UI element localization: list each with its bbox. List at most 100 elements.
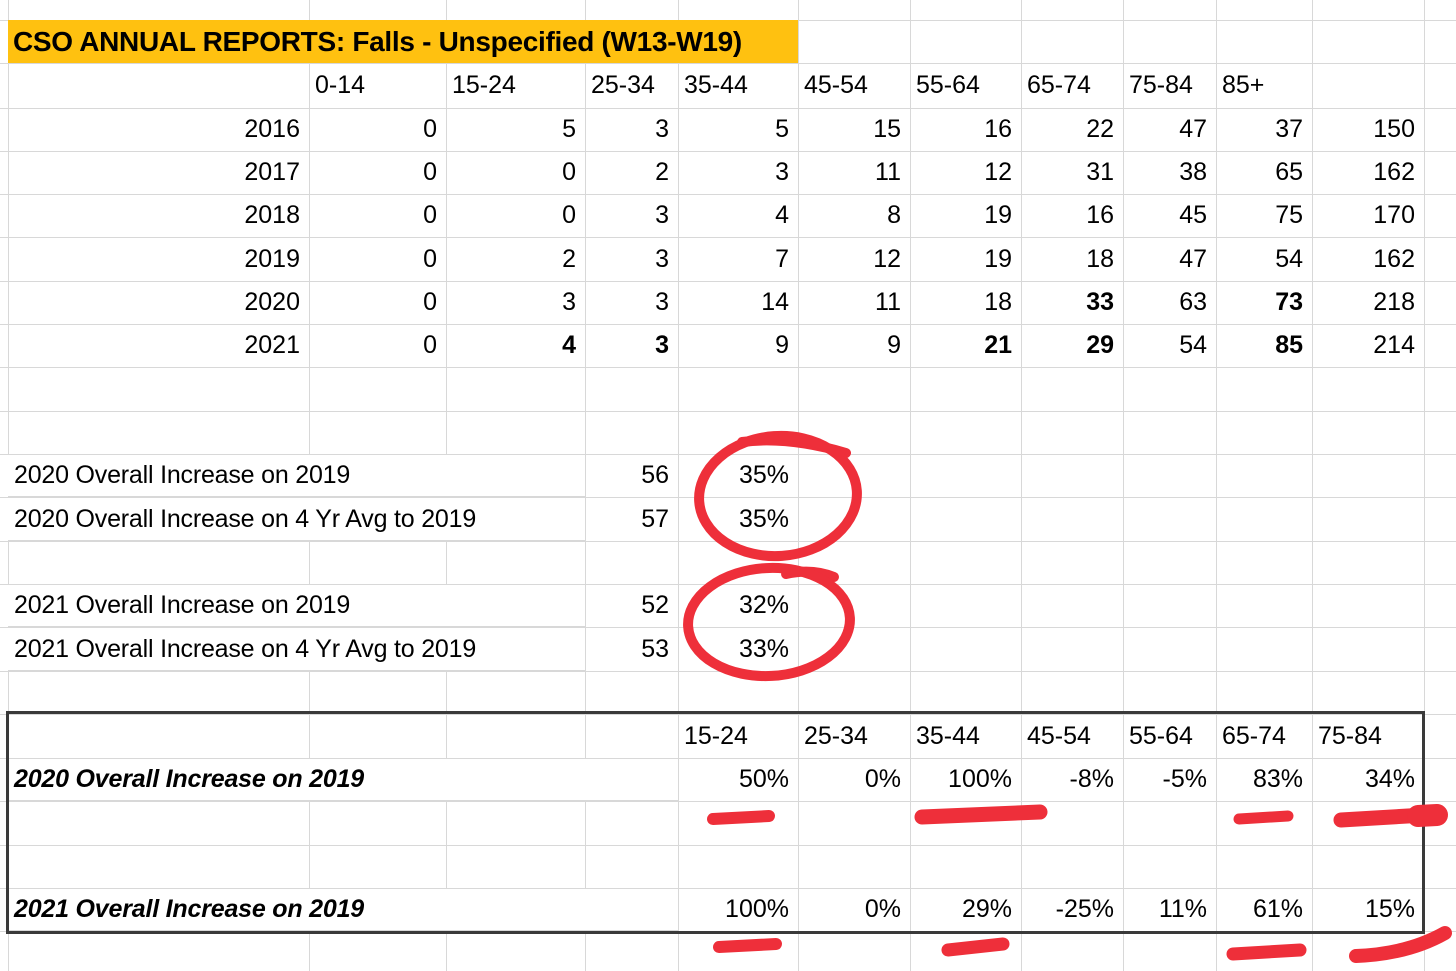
- data-cell[interactable]: 12: [984, 158, 1012, 186]
- summary-label-cell[interactable]: 2020 Overall Increase on 2019: [8, 454, 585, 497]
- data-cell[interactable]: 3: [655, 201, 669, 229]
- data-cell[interactable]: 63: [1179, 288, 1207, 316]
- breakdown-value-cell[interactable]: -25%: [1055, 895, 1114, 923]
- total-cell[interactable]: 214: [1373, 331, 1415, 359]
- breakdown-value-cell[interactable]: 34%: [1364, 765, 1415, 793]
- data-cell[interactable]: 31: [1086, 158, 1114, 186]
- summary-count-cell[interactable]: 57: [641, 504, 669, 533]
- data-cell[interactable]: 18: [984, 288, 1012, 316]
- age-header-cell[interactable]: 55-64: [916, 71, 980, 99]
- data-cell[interactable]: 3: [655, 115, 669, 143]
- age-header-cell[interactable]: 35-44: [684, 71, 748, 99]
- breakdown-header-cell[interactable]: 35-44: [916, 721, 980, 750]
- breakdown-value-cell[interactable]: 0%: [864, 895, 901, 923]
- data-cell[interactable]: 0: [423, 115, 437, 143]
- breakdown-value-cell[interactable]: 15%: [1364, 895, 1415, 923]
- year-cell[interactable]: 2020: [244, 288, 300, 316]
- title-cell[interactable]: CSO ANNUAL REPORTS: Falls - Unspecified …: [8, 20, 798, 63]
- age-header-cell[interactable]: 65-74: [1027, 71, 1091, 99]
- data-cell[interactable]: 15: [873, 115, 901, 143]
- year-cell[interactable]: 2017: [244, 158, 300, 186]
- data-cell[interactable]: 19: [984, 201, 1012, 229]
- year-cell[interactable]: 2021: [244, 331, 300, 359]
- age-header-cell[interactable]: 45-54: [804, 71, 868, 99]
- data-cell[interactable]: 54: [1179, 331, 1207, 359]
- breakdown-value-cell[interactable]: 61%: [1252, 895, 1303, 923]
- data-cell[interactable]: 5: [562, 115, 576, 143]
- data-cell[interactable]: 19: [984, 244, 1012, 273]
- year-cell[interactable]: 2018: [244, 201, 300, 229]
- data-cell[interactable]: 65: [1275, 158, 1303, 186]
- data-cell[interactable]: 11: [875, 158, 901, 186]
- data-cell[interactable]: 33: [1086, 288, 1114, 316]
- data-cell[interactable]: 0: [423, 331, 437, 359]
- breakdown-value-cell[interactable]: 0%: [864, 765, 901, 793]
- total-cell[interactable]: 150: [1373, 115, 1415, 143]
- data-cell[interactable]: 16: [984, 115, 1012, 143]
- data-cell[interactable]: 18: [1086, 244, 1114, 273]
- summary-percent-cell[interactable]: 35%: [738, 504, 789, 533]
- summary-percent-cell[interactable]: 33%: [738, 634, 789, 663]
- data-cell[interactable]: 9: [775, 331, 789, 359]
- breakdown-header-cell[interactable]: 55-64: [1129, 721, 1193, 750]
- age-header-cell[interactable]: 15-24: [452, 71, 516, 99]
- data-cell[interactable]: 29: [1086, 331, 1114, 359]
- data-cell[interactable]: 2: [655, 158, 669, 186]
- data-cell[interactable]: 37: [1275, 115, 1303, 143]
- data-cell[interactable]: 38: [1179, 158, 1207, 186]
- total-cell[interactable]: 162: [1373, 244, 1415, 273]
- data-cell[interactable]: 11: [875, 288, 901, 316]
- breakdown-header-cell[interactable]: 65-74: [1222, 721, 1286, 750]
- breakdown-value-cell[interactable]: 11%: [1158, 895, 1207, 923]
- summary-count-cell[interactable]: 52: [641, 591, 669, 619]
- summary-count-cell[interactable]: 53: [641, 634, 669, 663]
- data-cell[interactable]: 9: [887, 331, 901, 359]
- data-cell[interactable]: 2: [562, 244, 576, 273]
- data-cell[interactable]: 5: [775, 115, 789, 143]
- breakdown-header-cell[interactable]: 75-84: [1318, 721, 1382, 750]
- breakdown-header-cell[interactable]: 45-54: [1027, 721, 1091, 750]
- data-cell[interactable]: 0: [423, 201, 437, 229]
- data-cell[interactable]: 3: [655, 331, 669, 359]
- data-cell[interactable]: 14: [761, 288, 789, 316]
- data-cell[interactable]: 0: [562, 201, 576, 229]
- year-cell[interactable]: 2016: [244, 115, 300, 143]
- age-header-cell[interactable]: 75-84: [1129, 71, 1193, 99]
- breakdown-value-cell[interactable]: 83%: [1252, 765, 1303, 793]
- data-cell[interactable]: 3: [775, 158, 789, 186]
- data-cell[interactable]: 73: [1275, 288, 1303, 316]
- data-cell[interactable]: 4: [562, 331, 576, 359]
- total-cell[interactable]: 170: [1373, 201, 1415, 229]
- summary-label-cell[interactable]: 2021 Overall Increase on 2019: [8, 584, 585, 627]
- data-cell[interactable]: 0: [423, 288, 437, 316]
- breakdown-header-cell[interactable]: 15-24: [684, 721, 748, 750]
- data-cell[interactable]: 0: [423, 158, 437, 186]
- data-cell[interactable]: 3: [562, 288, 576, 316]
- data-cell[interactable]: 16: [1086, 201, 1114, 229]
- data-cell[interactable]: 7: [775, 244, 789, 273]
- data-cell[interactable]: 12: [873, 244, 901, 273]
- data-cell[interactable]: 47: [1179, 244, 1207, 273]
- summary-percent-cell[interactable]: 35%: [738, 461, 789, 489]
- data-cell[interactable]: 0: [562, 158, 576, 186]
- data-cell[interactable]: 45: [1179, 201, 1207, 229]
- data-cell[interactable]: 4: [775, 201, 789, 229]
- data-cell[interactable]: 47: [1179, 115, 1207, 143]
- summary-percent-cell[interactable]: 32%: [738, 591, 789, 619]
- data-cell[interactable]: 3: [655, 288, 669, 316]
- breakdown-value-cell[interactable]: 100%: [948, 765, 1012, 793]
- age-header-cell[interactable]: 25-34: [591, 71, 655, 99]
- breakdown-value-cell[interactable]: 50%: [738, 765, 789, 793]
- data-cell[interactable]: 8: [887, 201, 901, 229]
- breakdown-value-cell[interactable]: 100%: [725, 895, 789, 923]
- breakdown-label-cell[interactable]: 2020 Overall Increase on 2019: [8, 758, 678, 801]
- data-cell[interactable]: 22: [1086, 115, 1114, 143]
- data-cell[interactable]: 3: [655, 244, 669, 273]
- summary-label-cell[interactable]: 2020 Overall Increase on 4 Yr Avg to 201…: [8, 497, 585, 541]
- data-cell[interactable]: 75: [1275, 201, 1303, 229]
- data-cell[interactable]: 54: [1275, 244, 1303, 273]
- age-header-cell[interactable]: 0-14: [315, 71, 366, 99]
- data-cell[interactable]: 21: [984, 331, 1012, 359]
- breakdown-value-cell[interactable]: -8%: [1069, 765, 1114, 793]
- data-cell[interactable]: 85: [1275, 331, 1303, 359]
